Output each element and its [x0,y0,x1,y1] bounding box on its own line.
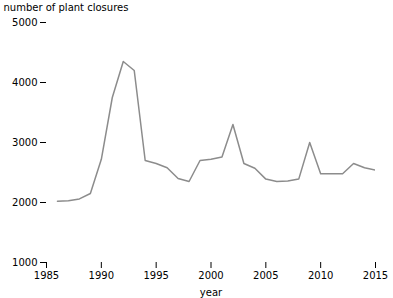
svg-text:4000: 4000 [12,77,37,88]
svg-text:2000: 2000 [198,270,223,281]
svg-text:2000: 2000 [12,197,37,208]
svg-text:number of plant closures: number of plant closures [4,2,129,13]
svg-text:1995: 1995 [143,270,168,281]
svg-text:3000: 3000 [12,137,37,148]
svg-text:1985: 1985 [34,270,59,281]
svg-text:1000: 1000 [12,257,37,268]
svg-text:1990: 1990 [89,270,114,281]
svg-text:2010: 2010 [308,270,333,281]
svg-text:year: year [200,287,223,298]
svg-text:2015: 2015 [363,270,388,281]
svg-text:5000: 5000 [12,17,37,28]
svg-text:2005: 2005 [253,270,278,281]
